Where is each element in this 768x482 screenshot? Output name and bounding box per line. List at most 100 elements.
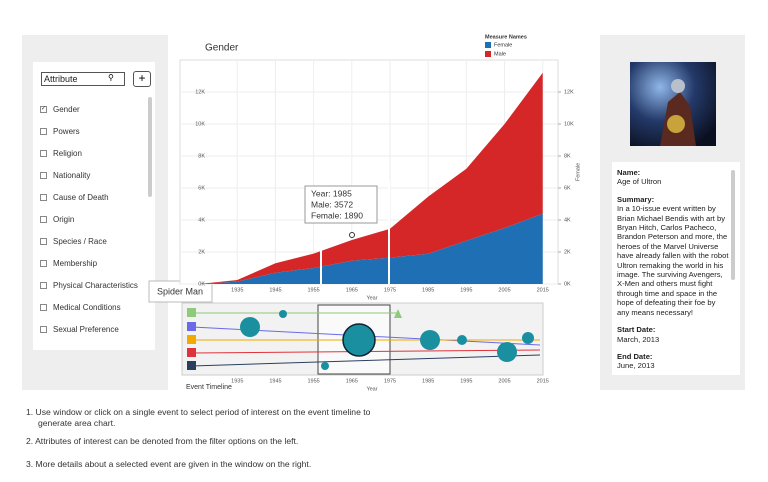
attribute-option[interactable]: ✓ Gender — [40, 105, 80, 114]
attribute-label: Powers — [53, 127, 80, 136]
timeline-tick-label: 1955 — [308, 378, 320, 384]
search-icon: ⚲ — [108, 73, 114, 82]
checkbox[interactable] — [40, 216, 47, 223]
search-box[interactable]: Attribute — [41, 72, 125, 86]
x-tick-label: 1985 — [422, 287, 434, 293]
area — [199, 72, 543, 284]
event-cover — [630, 62, 716, 146]
attribute-label: Membership — [53, 259, 98, 268]
instruction: 1. Use window or click on a single event… — [26, 407, 371, 428]
checkbox[interactable] — [40, 194, 47, 201]
y2-tick-label: 2K — [564, 249, 571, 255]
scrollbar — [731, 170, 735, 280]
x-tick-label: 1975 — [384, 287, 396, 293]
area — [199, 213, 543, 284]
tooltip-line: Year: 1985 — [311, 188, 352, 198]
legend-title: Measure Names — [485, 34, 527, 40]
attribute-option[interactable]: Species / Race — [40, 237, 107, 246]
x-tick-label: 1945 — [269, 287, 281, 293]
attribute-option[interactable]: Origin — [40, 215, 74, 224]
tooltip-point — [349, 232, 355, 238]
instruction: 3. More details about a selected event a… — [26, 459, 312, 469]
checkbox[interactable] — [40, 128, 47, 135]
attribute-label: Gender — [53, 105, 80, 114]
x-tick-label: 2015 — [537, 287, 549, 293]
y2-tick-label: 12K — [564, 89, 574, 95]
legend-swatch — [485, 51, 491, 57]
y-tick-label: 12K — [195, 89, 205, 95]
attribute-option[interactable]: Nationality — [40, 171, 90, 180]
attribute-label: Religion — [53, 149, 82, 158]
end-date: June, 2013 — [617, 361, 655, 371]
attribute-label: Nationality — [53, 171, 91, 180]
scrollbar — [148, 97, 152, 197]
y-tick-label: 0K — [198, 281, 205, 287]
timeline — [181, 302, 544, 376]
attribute-option[interactable]: Membership — [40, 259, 97, 268]
x-tick-label: 1995 — [460, 287, 472, 293]
hover-label: Spider Man — [157, 286, 203, 296]
summary: In a 10-issue event written by Brian Mic… — [617, 204, 729, 317]
attribute-label: Species / Race — [53, 237, 107, 246]
y-tick-label: 10K — [195, 121, 205, 127]
timeline-tick-label: 1965 — [346, 378, 358, 384]
checkbox[interactable] — [40, 150, 47, 157]
checkbox[interactable] — [40, 326, 47, 333]
label: Name: — [617, 168, 641, 177]
attribute-label: Origin — [53, 215, 75, 224]
timeline-x-label: Year — [366, 386, 377, 392]
checkbox[interactable] — [40, 282, 47, 289]
legend-swatch — [485, 42, 491, 48]
timeline-tick-label: 2005 — [498, 378, 510, 384]
attribute-label: Medical Conditions — [53, 303, 121, 312]
timeline-tick-label: 2015 — [537, 378, 549, 384]
tooltip-line: Male: 3572 — [311, 199, 353, 209]
timeline-tick-label: 1945 — [269, 378, 281, 384]
add-button[interactable]: + — [133, 71, 151, 87]
attribute-label: Physical Characteristics — [53, 281, 138, 290]
timeline-tick-label: 1975 — [384, 378, 396, 384]
checkbox[interactable] — [40, 172, 47, 179]
label: Start Date: — [617, 325, 656, 335]
instruction: 2. Attributes of interest can be denoted… — [26, 436, 299, 446]
checkbox[interactable] — [40, 238, 47, 245]
timeline-title: Event Timeline — [186, 384, 232, 391]
chart: Gender Measure Names Male Female Year — [148, 34, 581, 392]
label: Summary: — [617, 194, 655, 204]
details-text: Name: Age of Ultron Summary: In a 10-iss… — [617, 168, 729, 371]
attribute-option[interactable]: Cause of Death — [40, 193, 109, 202]
attribute-option[interactable]: Powers — [40, 127, 80, 136]
y-tick-label: 8K — [198, 153, 205, 159]
y-tick-label: 4K — [198, 217, 205, 223]
filter-panel — [33, 62, 155, 350]
attribute-option[interactable]: Medical Conditions — [40, 303, 121, 312]
x-tick-label: 1955 — [308, 287, 320, 293]
y2-tick-label: 8K — [564, 153, 571, 159]
checkbox[interactable]: ✓ — [40, 106, 47, 113]
y2-axis-label: Female — [575, 163, 581, 181]
y-tick-label: 6K — [198, 185, 205, 191]
y2-tick-label: 6K — [564, 185, 571, 191]
timeline-tick-label: 1985 — [422, 378, 434, 384]
attribute-label: Sexual Preference — [53, 325, 119, 334]
attribute-option[interactable]: Physical Characteristics — [40, 281, 138, 290]
tooltip-line: Female: 1890 — [311, 210, 363, 220]
attribute-option[interactable]: Sexual Preference — [40, 325, 119, 334]
x-tick-label: 2005 — [498, 287, 510, 293]
legend-label: Female — [494, 42, 512, 48]
y2-tick-label: 4K — [564, 217, 571, 223]
checkbox[interactable] — [40, 260, 47, 267]
timeline-tick-label: 1995 — [460, 378, 472, 384]
y-tick-label: 2K — [198, 249, 205, 255]
x-tick-label: 1965 — [346, 287, 358, 293]
y2-tick-label: 10K — [564, 121, 574, 127]
x-axis-label: Year — [366, 295, 377, 301]
details-box — [612, 162, 740, 375]
attribute-option[interactable]: Religion — [40, 149, 82, 158]
checkbox[interactable] — [40, 304, 47, 311]
event-name: Age of Ultron — [617, 177, 662, 187]
x-tick-label: 1935 — [231, 287, 243, 293]
start-date: March, 2013 — [617, 334, 660, 344]
chart-title: Gender — [205, 43, 239, 54]
